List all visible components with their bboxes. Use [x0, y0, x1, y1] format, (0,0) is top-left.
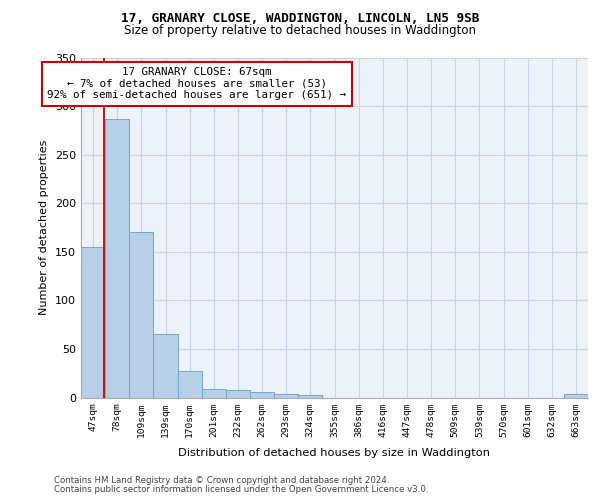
Bar — [154, 334, 178, 398]
Text: Contains HM Land Registry data © Crown copyright and database right 2024.: Contains HM Land Registry data © Crown c… — [54, 476, 389, 485]
Bar — [298, 394, 322, 398]
Bar — [81, 247, 105, 398]
Bar — [129, 232, 154, 398]
X-axis label: Distribution of detached houses by size in Waddington: Distribution of detached houses by size … — [179, 448, 491, 458]
Bar — [250, 392, 274, 398]
Y-axis label: Number of detached properties: Number of detached properties — [40, 140, 49, 315]
Bar — [226, 390, 250, 398]
Bar — [202, 389, 226, 398]
Text: Contains public sector information licensed under the Open Government Licence v3: Contains public sector information licen… — [54, 484, 428, 494]
Bar — [564, 394, 588, 398]
Bar — [178, 372, 202, 398]
Bar — [274, 394, 298, 398]
Bar — [105, 118, 129, 398]
Text: 17, GRANARY CLOSE, WADDINGTON, LINCOLN, LN5 9SB: 17, GRANARY CLOSE, WADDINGTON, LINCOLN, … — [121, 12, 479, 24]
Text: Size of property relative to detached houses in Waddington: Size of property relative to detached ho… — [124, 24, 476, 37]
Text: 17 GRANARY CLOSE: 67sqm
← 7% of detached houses are smaller (53)
92% of semi-det: 17 GRANARY CLOSE: 67sqm ← 7% of detached… — [47, 67, 346, 100]
